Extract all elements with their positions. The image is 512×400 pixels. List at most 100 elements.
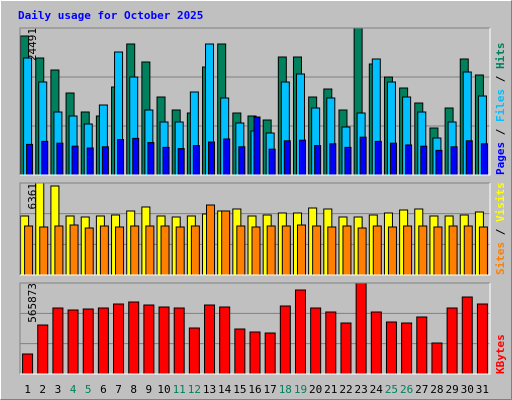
bar: [192, 145, 200, 176]
bar: [298, 139, 306, 176]
bar: [253, 116, 261, 176]
bar: [223, 138, 231, 176]
x-tick-label: 22: [339, 383, 352, 396]
x-tick-label: 15: [233, 383, 246, 396]
x-tick-label: 1: [24, 383, 31, 396]
x-tick-label: 30: [461, 383, 474, 396]
bar: [190, 225, 200, 276]
bar: [54, 225, 64, 276]
bar: [359, 136, 367, 176]
x-tick-label: 14: [218, 383, 232, 396]
bar: [264, 332, 276, 375]
bar: [101, 146, 109, 176]
x-tick-label: 20: [309, 383, 322, 396]
panel-border: [20, 283, 491, 375]
bar: [478, 226, 488, 276]
bar: [204, 304, 216, 375]
legend-separator: /: [494, 228, 507, 235]
bar: [67, 309, 79, 375]
bar: [480, 143, 488, 176]
bar: [403, 225, 413, 276]
bar: [24, 225, 34, 276]
bar: [249, 331, 261, 375]
bar: [130, 225, 140, 276]
bar: [401, 322, 413, 375]
bar: [448, 225, 458, 276]
bar: [69, 224, 79, 276]
bar: [372, 225, 382, 276]
bar: [71, 145, 79, 176]
bar: [268, 148, 276, 176]
bar: [117, 139, 125, 176]
bar: [476, 303, 488, 375]
bar: [327, 226, 337, 276]
x-tick-label: 31: [476, 383, 489, 396]
bar: [344, 146, 352, 176]
bar: [132, 137, 140, 176]
bar: [340, 322, 352, 375]
x-tick-label: 6: [100, 383, 107, 396]
x-tick-label: 23: [355, 383, 368, 396]
legend-entry: Sites: [494, 242, 507, 275]
panel-border: [20, 183, 491, 276]
bar: [39, 226, 49, 276]
panel-border: [19, 182, 490, 275]
bar: [435, 149, 443, 176]
x-tick-label: 25: [385, 383, 398, 396]
panel-border: [19, 282, 490, 374]
bar: [52, 307, 64, 375]
x-tick-label: 10: [157, 383, 170, 396]
bar: [84, 227, 94, 276]
x-tick-label: 8: [130, 383, 137, 396]
panel-border: [20, 28, 491, 176]
bar: [158, 306, 170, 375]
bar: [312, 225, 322, 276]
bar: [281, 225, 291, 276]
x-tick-label: 21: [324, 383, 337, 396]
x-tick-label: 4: [70, 383, 77, 396]
bar: [370, 311, 382, 375]
legend-separator: [494, 235, 507, 242]
x-tick-label: 9: [146, 383, 153, 396]
legend: KBytes: [494, 334, 507, 374]
bar: [86, 147, 94, 176]
legend: Pages / Files / Hits: [494, 43, 507, 176]
bar: [208, 141, 216, 176]
bar: [418, 225, 428, 276]
bar: [450, 146, 458, 176]
x-tick-label: 2: [39, 383, 46, 396]
bar: [433, 226, 443, 276]
bar: [463, 225, 473, 276]
bar: [446, 307, 458, 375]
legend-entry: Visits: [494, 182, 507, 222]
y-tick-label: 24491: [26, 28, 39, 61]
x-tick-label: 27: [415, 383, 428, 396]
legend-separator: [494, 122, 507, 129]
bar: [115, 226, 125, 276]
x-tick-label: 12: [188, 383, 201, 396]
bar: [173, 307, 185, 375]
x-tick-label: 24: [370, 383, 384, 396]
bar: [238, 146, 246, 176]
bar: [56, 142, 64, 176]
x-tick-label: 11: [173, 383, 186, 396]
x-tick-label: 5: [85, 383, 92, 396]
bar: [160, 225, 170, 276]
legend-entry: Pages: [494, 142, 507, 175]
bar: [113, 303, 125, 375]
bar: [310, 307, 322, 375]
x-tick-label: 17: [264, 383, 277, 396]
bar: [329, 143, 337, 176]
bar: [266, 225, 276, 276]
legend-separator: [494, 82, 507, 89]
bar: [374, 140, 382, 176]
x-tick-label: 19: [294, 383, 307, 396]
bar: [342, 225, 352, 276]
bar: [37, 324, 49, 375]
x-tick-label: 7: [115, 383, 122, 396]
legend-entry: Files: [494, 89, 507, 122]
bar: [387, 226, 397, 276]
bar: [41, 140, 49, 176]
bar: [206, 204, 216, 276]
